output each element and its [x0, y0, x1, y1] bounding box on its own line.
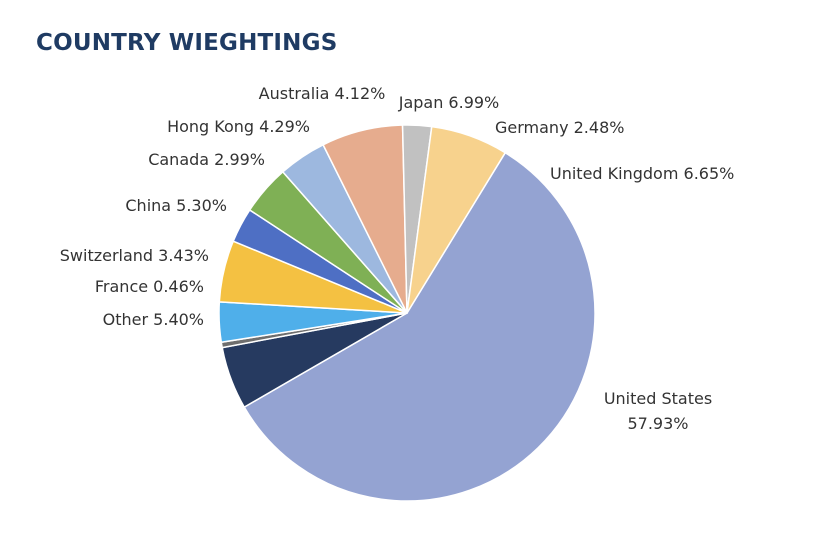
- pie-labels: United States 57.93% Other 5.40% France 0.4…: [60, 84, 735, 433]
- pie-label-japan: Japan 6.99%: [398, 93, 500, 112]
- pie-label-france: France 0.46%: [95, 277, 204, 296]
- pie-label-china: China 5.30%: [125, 196, 227, 215]
- pie-label-germany: Germany 2.48%: [495, 118, 624, 137]
- pie-label-united-states: United States: [604, 389, 712, 408]
- pie-label-united-states-value: 57.93%: [627, 414, 688, 433]
- pie-label-united-kingdom: United Kingdom 6.65%: [550, 164, 734, 183]
- pie-label-hong-kong: Hong Kong 4.29%: [167, 117, 310, 136]
- pie-slice-united-states: [243, 151, 596, 502]
- pie-slices: [218, 124, 596, 502]
- pie-label-australia: Australia 4.12%: [259, 84, 386, 103]
- pie-label-switzerland: Switzerland 3.43%: [60, 246, 209, 265]
- pie-label-canada: Canada 2.99%: [148, 150, 265, 169]
- pie-label-other: Other 5.40%: [103, 310, 204, 329]
- chart-title: COUNTRY WIEGHTINGS: [36, 30, 338, 56]
- pie-slice-united-kingdom: [406, 125, 506, 314]
